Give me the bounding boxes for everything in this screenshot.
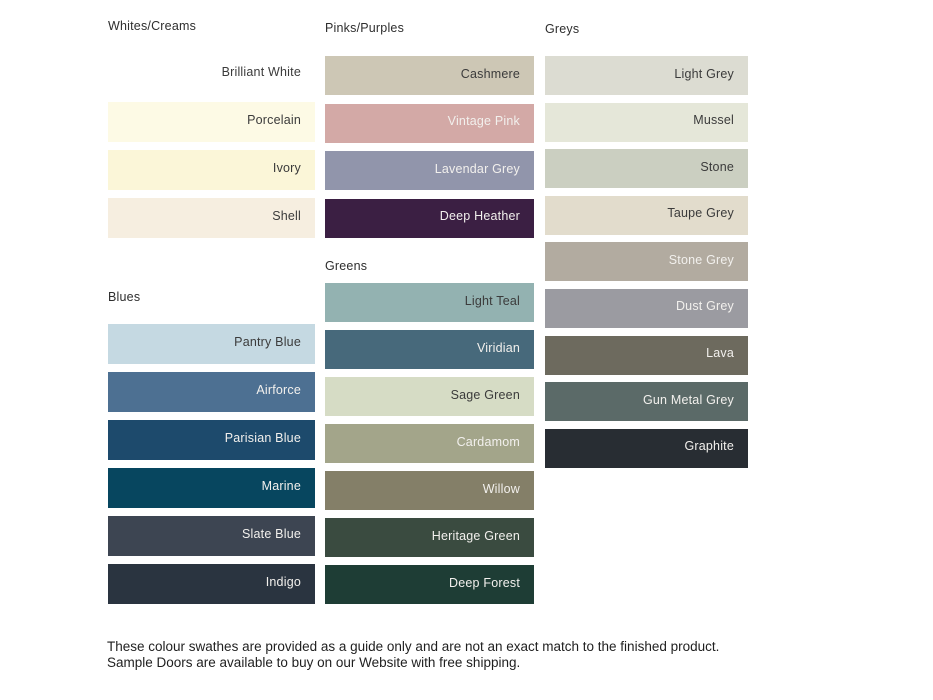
swatch-label: Slate Blue xyxy=(242,527,301,541)
swatch-label: Lavendar Grey xyxy=(434,161,520,176)
swatch-slate-blue: Slate Blue xyxy=(108,516,315,556)
section-title-blues: Blues xyxy=(108,290,141,304)
swatch-lavendar-grey: Lavendar Grey xyxy=(325,151,534,190)
swatch-label: Viridian xyxy=(476,340,520,355)
swatch-heritage-green: Heritage Green xyxy=(325,518,534,557)
swatch-label: Indigo xyxy=(265,575,301,589)
swatch-parisian-blue: Parisian Blue xyxy=(108,420,315,460)
swatch-list-whites-creams: Brilliant White Porcelain Ivory Shell xyxy=(108,54,315,238)
section-title-pinks-purples: Pinks/Purples xyxy=(325,21,405,35)
swatch-taupe-grey: Taupe Grey xyxy=(545,195,748,235)
section-title-greys: Greys xyxy=(545,22,580,36)
swatch-label: Porcelain xyxy=(247,113,301,127)
swatch-label: Shell xyxy=(272,209,301,223)
swatch-cardamom: Cardamom xyxy=(325,424,534,463)
swatch-label: Lava xyxy=(706,346,734,361)
swatch-airforce: Airforce xyxy=(108,372,315,412)
swatch-light-teal: Light Teal xyxy=(325,283,534,322)
swatch-indigo: Indigo xyxy=(108,564,315,604)
swatch-label: Light Teal xyxy=(464,293,520,308)
swatch-label: Brilliant White xyxy=(221,65,301,79)
swatch-cashmere: Cashmere xyxy=(325,56,534,95)
swatch-label: Taupe Grey xyxy=(667,206,734,221)
swatch-deep-forest: Deep Forest xyxy=(325,565,534,604)
swatch-label: Stone xyxy=(700,159,734,174)
swatch-label: Ivory xyxy=(272,161,301,175)
swatch-stone-grey: Stone Grey xyxy=(545,242,748,282)
section-title-greens: Greens xyxy=(325,259,368,273)
swatch-label: Mussel xyxy=(693,113,734,128)
swatch-ivory: Ivory xyxy=(108,150,315,190)
swatch-label: Cashmere xyxy=(460,66,520,81)
swatch-brilliant-white: Brilliant White xyxy=(108,54,315,94)
swatch-label: Deep Forest xyxy=(449,575,520,590)
section-title-whites-creams: Whites/Creams xyxy=(108,19,197,33)
swatch-label: Sage Green xyxy=(450,387,520,402)
swatch-label: Gun Metal Grey xyxy=(642,392,734,407)
swatch-list-blues: Pantry Blue Airforce Parisian Blue Marine Sl… xyxy=(108,324,315,604)
swatch-label: Cardamom xyxy=(456,434,520,449)
swatch-willow: Willow xyxy=(325,471,534,510)
swatch-lava: Lava xyxy=(545,335,748,375)
swatch-mussel: Mussel xyxy=(545,102,748,142)
swatch-label: Light Grey xyxy=(674,66,734,81)
swatch-label: Parisian Blue xyxy=(224,431,301,445)
swatch-label: Graphite xyxy=(684,439,734,454)
swatch-list-greys: Light Grey Mussel Stone Taupe Grey Stone Gre… xyxy=(545,56,748,468)
swatch-gun-metal-grey: Gun Metal Grey xyxy=(545,382,748,422)
swatch-label: Heritage Green xyxy=(431,528,520,543)
swatch-stone: Stone xyxy=(545,149,748,189)
swatch-deep-heather: Deep Heather xyxy=(325,198,534,238)
swatch-pantry-blue: Pantry Blue xyxy=(108,324,315,364)
swatch-marine: Marine xyxy=(108,468,315,508)
swatch-label: Pantry Blue xyxy=(234,335,301,349)
swatch-label: Dust Grey xyxy=(675,299,734,314)
swatch-porcelain: Porcelain xyxy=(108,102,315,142)
swatch-label: Marine xyxy=(261,479,301,493)
swatch-vintage-pink: Vintage Pink xyxy=(325,103,534,143)
swatch-viridian: Viridian xyxy=(325,330,534,369)
swatch-label: Willow xyxy=(482,481,520,496)
swatch-graphite: Graphite xyxy=(545,428,748,468)
swatch-sage-green: Sage Green xyxy=(325,377,534,416)
swatch-label: Vintage Pink xyxy=(447,114,520,128)
swatch-dust-grey: Dust Grey xyxy=(545,288,748,328)
swatch-label: Airforce xyxy=(256,383,301,397)
swatch-shell: Shell xyxy=(108,198,315,238)
footer-disclaimer-text: These colour swathes are provided as a g… xyxy=(107,639,727,670)
swatch-light-grey: Light Grey xyxy=(545,56,748,95)
swatch-list-greens: Light Teal Viridian Sage Green Cardamom Will… xyxy=(325,283,534,604)
swatch-label: Stone Grey xyxy=(668,252,734,267)
swatch-list-pinks-purples: Cashmere Vintage Pink Lavendar Grey Deep He… xyxy=(325,56,534,238)
swatch-label: Deep Heather xyxy=(439,209,520,223)
